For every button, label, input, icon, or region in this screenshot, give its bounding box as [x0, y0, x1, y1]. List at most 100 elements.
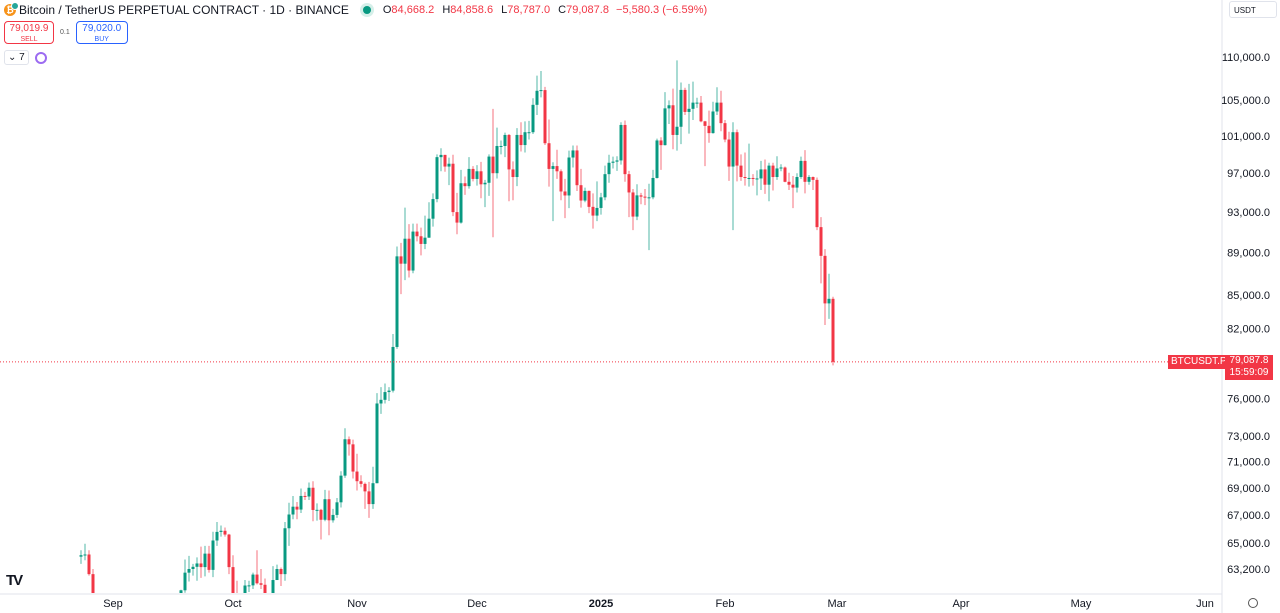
candle-body	[455, 212, 459, 223]
candle	[687, 83, 691, 134]
candle	[763, 159, 767, 194]
candle	[803, 150, 807, 194]
close-label: C	[558, 4, 567, 16]
candle	[479, 161, 483, 199]
candle-body	[643, 196, 647, 198]
price-axis[interactable]: 110,000.0 105,000.0 101,000.0 97,000.0 93,00…	[1221, 52, 1270, 576]
sell-price: 79,019.9	[9, 23, 49, 34]
price-tick-label: 97,000.0	[1227, 168, 1270, 180]
candle	[519, 122, 523, 152]
candle	[759, 160, 763, 191]
candle	[371, 466, 375, 509]
candle-body	[691, 102, 695, 109]
candle-body	[755, 178, 759, 180]
candle	[83, 543, 87, 561]
candle	[255, 550, 259, 585]
settings-gear-icon[interactable]	[1248, 598, 1258, 608]
candle	[555, 149, 559, 179]
time-tick-label: Sep	[103, 598, 123, 610]
candle-body	[287, 514, 291, 529]
candle-body	[195, 563, 199, 567]
candle	[471, 166, 475, 182]
candle	[615, 156, 619, 171]
candle	[543, 86, 547, 146]
live-dot-icon	[362, 6, 371, 14]
candle-body	[823, 255, 827, 304]
candle	[559, 169, 563, 201]
candle-body	[611, 161, 615, 163]
candle-body	[379, 399, 383, 404]
candle	[507, 134, 511, 202]
tradingview-logo-icon[interactable]: TV	[6, 572, 23, 589]
candle	[711, 101, 715, 134]
candle	[619, 122, 623, 165]
candle-body	[751, 177, 755, 179]
candle	[751, 174, 755, 186]
candle-body	[503, 134, 507, 146]
candle-body	[215, 531, 219, 541]
candle	[703, 120, 707, 167]
candle	[383, 383, 387, 404]
candle	[387, 387, 391, 402]
price-tick-label: 85,000.0	[1227, 290, 1270, 302]
candle-body	[199, 563, 203, 568]
candle-body	[247, 585, 251, 587]
indicators-toggle[interactable]: ⌄ 7	[4, 50, 47, 65]
candle	[663, 92, 667, 146]
candle	[451, 154, 455, 217]
candle-body	[411, 231, 415, 271]
candle-body	[563, 191, 567, 196]
indicator-cycle-icon[interactable]	[34, 51, 47, 64]
candle-body	[507, 134, 511, 170]
candle	[587, 190, 591, 214]
candle-body	[331, 514, 335, 521]
candle-body	[487, 156, 491, 183]
buy-price: 79,020.0	[82, 23, 122, 34]
candle-body	[683, 89, 687, 112]
candle	[635, 184, 639, 221]
candle-body	[255, 574, 259, 584]
candle	[343, 428, 347, 478]
candle-body	[547, 143, 551, 169]
candle-body	[499, 145, 503, 147]
candle-body	[727, 139, 731, 167]
time-axis[interactable]: Sep Oct Nov Dec 2025 Feb Mar Apr May Jun	[103, 598, 1214, 610]
indicators-count-button[interactable]: ⌄ 7	[4, 50, 29, 65]
candle	[231, 555, 235, 593]
candle-body	[355, 471, 359, 482]
candle-body	[83, 554, 87, 556]
candle-body	[91, 574, 95, 593]
candle	[779, 164, 783, 172]
open-value: 84,668.2	[391, 4, 435, 16]
time-tick-label: Feb	[716, 598, 735, 610]
candle	[795, 173, 799, 193]
price-tick-label: 101,000.0	[1221, 131, 1270, 143]
candle	[215, 521, 219, 546]
candle	[379, 387, 383, 414]
candle	[463, 176, 467, 195]
candle-body	[299, 495, 303, 510]
candle-body	[367, 491, 371, 505]
candle	[791, 176, 795, 209]
candle-body	[335, 502, 339, 515]
symbol-title[interactable]: Bitcoin / TetherUS PERPETUAL CONTRACT · …	[19, 3, 349, 17]
price-tick-label: 73,000.0	[1227, 431, 1270, 443]
candle-body	[203, 553, 207, 568]
buy-button[interactable]: 79,020.0 BUY	[75, 21, 128, 44]
candle-body	[739, 165, 743, 178]
candle-body	[779, 167, 783, 169]
sell-button[interactable]: 79,019.9 SELL	[4, 21, 54, 44]
candle	[459, 169, 463, 224]
candle	[671, 88, 675, 150]
candle-body	[735, 132, 739, 166]
time-tick-label: Oct	[224, 598, 241, 610]
price-tick-label: 110,000.0	[1222, 52, 1270, 64]
candle	[735, 129, 739, 182]
candle-body	[439, 154, 443, 158]
candle	[427, 202, 431, 238]
candle-body	[819, 227, 823, 256]
currency-selector[interactable]: USDT	[1229, 1, 1277, 18]
candle-body	[655, 140, 659, 178]
candle-body	[679, 89, 683, 127]
